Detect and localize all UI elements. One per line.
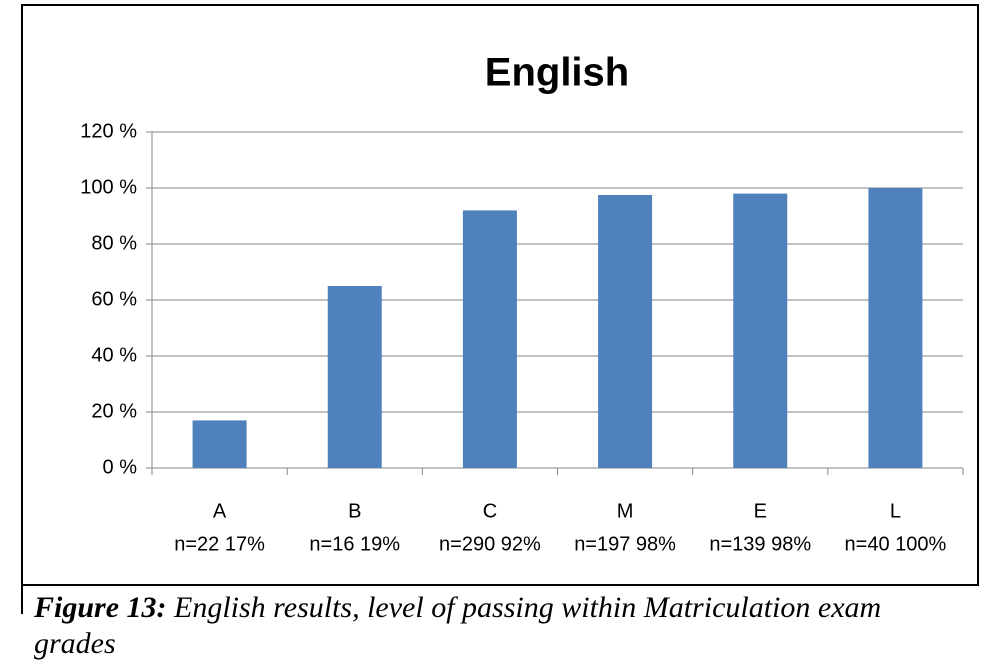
- bar: [327, 286, 382, 468]
- y-tick-label: 40 %: [91, 344, 137, 366]
- bar: [462, 210, 517, 468]
- bar: [868, 188, 923, 468]
- x-tick-note: n=290 92%: [439, 533, 541, 555]
- x-tick-label: C: [483, 500, 497, 522]
- caption-label: Figure 13:: [34, 591, 167, 624]
- x-tick-note: n=16 19%: [309, 533, 400, 555]
- bar: [598, 195, 653, 468]
- x-tick-note: n=197 98%: [574, 533, 676, 555]
- x-tick-label: A: [213, 500, 227, 522]
- caption: Figure 13: English results, level of pas…: [34, 590, 964, 662]
- bar: [733, 193, 788, 468]
- y-tick-label: 100 %: [80, 176, 137, 198]
- caption-text: English results, level of passing within…: [34, 591, 882, 660]
- y-tick-label: 20 %: [91, 400, 137, 422]
- x-tick-note: n=22 17%: [174, 533, 265, 555]
- y-tick-label: 60 %: [91, 288, 137, 310]
- x-tick-note: n=139 98%: [709, 533, 811, 555]
- bar: [192, 420, 247, 468]
- x-tick-label: M: [617, 500, 634, 522]
- y-tick-label: 80 %: [91, 232, 137, 254]
- x-tick-label: B: [348, 500, 361, 522]
- y-tick-label: 0 %: [103, 456, 138, 478]
- chart-title: English: [485, 51, 629, 95]
- x-tick-label: E: [754, 500, 767, 522]
- x-tick-note: n=40 100%: [845, 533, 947, 555]
- x-tick-label: L: [890, 500, 901, 522]
- y-tick-label: 120 %: [80, 120, 137, 142]
